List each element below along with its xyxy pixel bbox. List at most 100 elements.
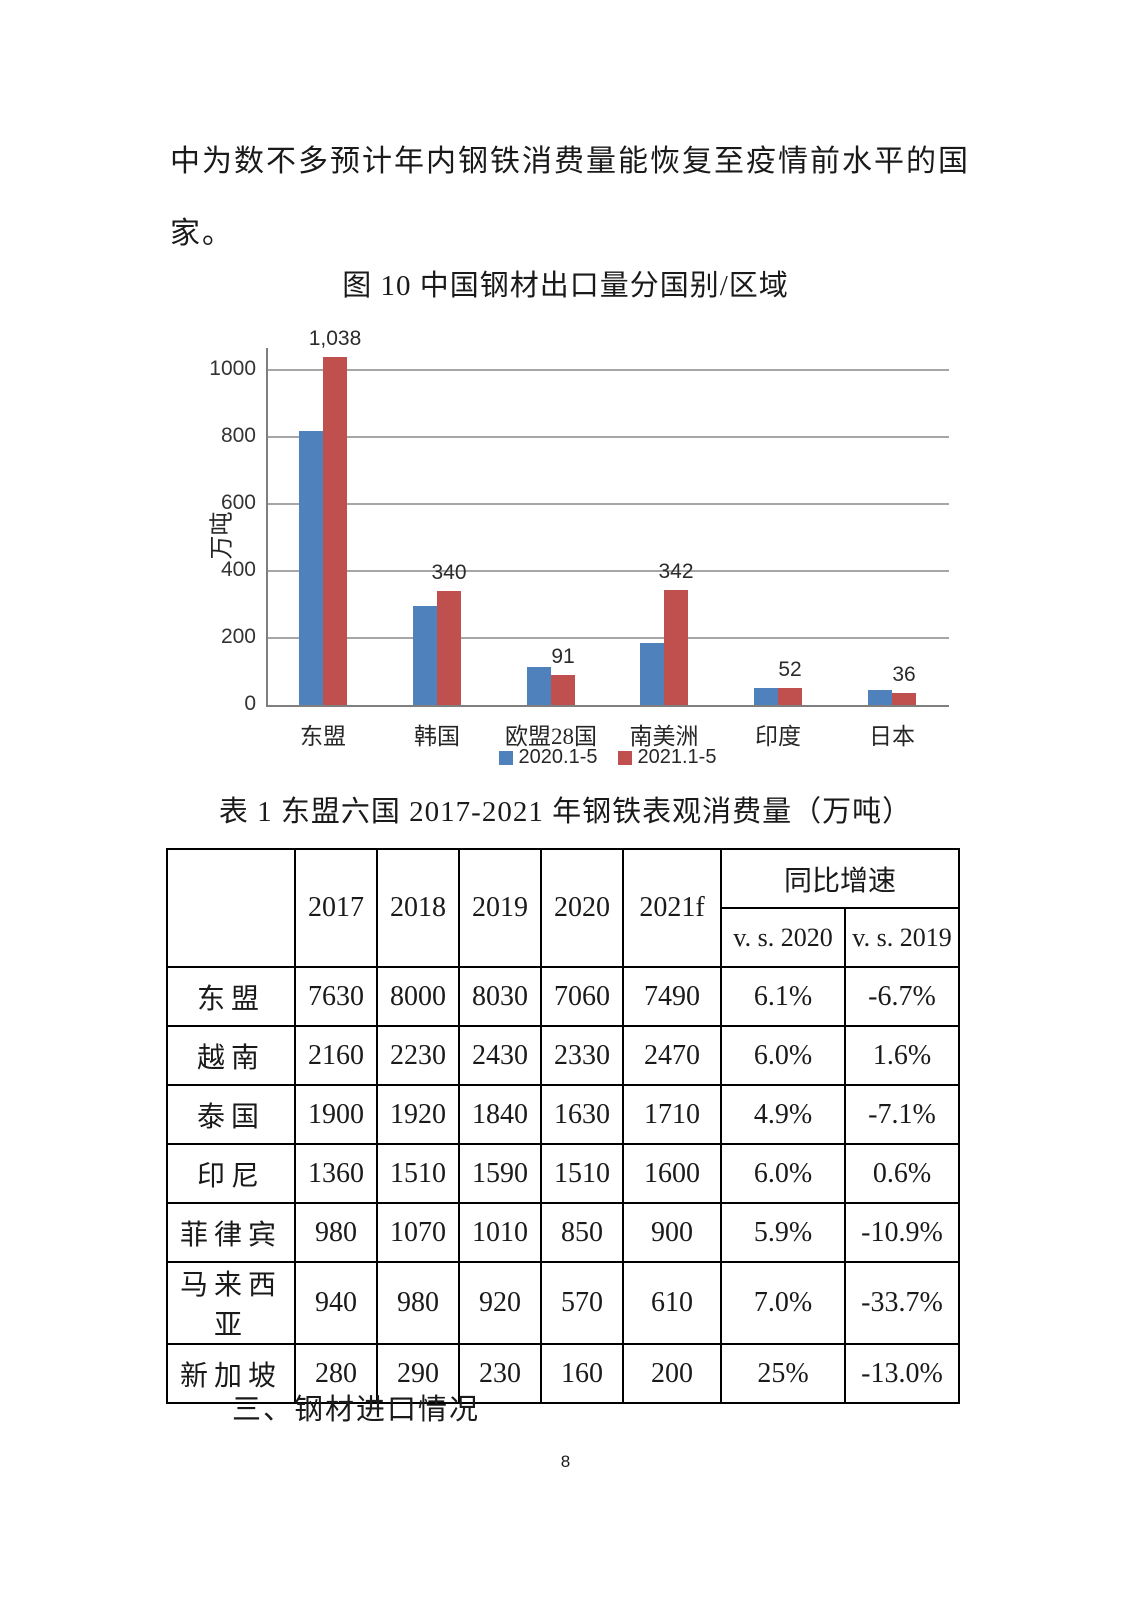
bar-2020.1-5-印度 bbox=[754, 688, 778, 705]
table-cell: -7.1% bbox=[844, 1084, 960, 1145]
table-cell: 1840 bbox=[458, 1084, 542, 1145]
gridline-600 bbox=[266, 503, 949, 505]
table-cell: 2160 bbox=[294, 1025, 378, 1086]
table-cell: 2470 bbox=[622, 1025, 722, 1086]
table-cell: 8030 bbox=[458, 966, 542, 1027]
legend-label: 2021.1-5 bbox=[637, 746, 717, 768]
x-category-label: 韩国 bbox=[414, 724, 460, 749]
x-category-label: 南美洲 bbox=[629, 724, 699, 749]
table-cell: 1360 bbox=[294, 1143, 378, 1204]
bar-value-label: 342 bbox=[658, 560, 694, 583]
legend-swatch bbox=[498, 750, 513, 765]
year-header: 2019 bbox=[458, 848, 542, 968]
bar-value-label: 340 bbox=[431, 561, 467, 584]
table-cell: 7060 bbox=[540, 966, 624, 1027]
year-header: 2020 bbox=[540, 848, 624, 968]
y-tick-label: 0 bbox=[244, 692, 256, 715]
consumption-table: 2017 2018 2019 2020 2021f 同比增速 v. s. 2020 v. s.… bbox=[166, 848, 960, 1404]
table-row: 新加坡 280 290 230 160 200 25% -13.0% bbox=[166, 1343, 960, 1404]
bar-2020.1-5-南美洲 bbox=[640, 643, 664, 705]
year-header: 2018 bbox=[376, 848, 460, 968]
table-body: 东盟 7630 8000 8030 7060 7490 6.1% -6.7% 越南 2160 223… bbox=[166, 966, 960, 1404]
table-cell: 280 bbox=[294, 1343, 378, 1404]
bar-value-label: 91 bbox=[551, 645, 575, 668]
row-label: 印尼 bbox=[166, 1143, 296, 1204]
table-cell: 1710 bbox=[622, 1084, 722, 1145]
table-cell: 1070 bbox=[376, 1202, 460, 1263]
table-cell: 290 bbox=[376, 1343, 460, 1404]
bar-2021.1-5-欧盟28国 bbox=[551, 675, 575, 705]
table-cell: 610 bbox=[622, 1261, 722, 1345]
table-cell: -10.9% bbox=[844, 1202, 960, 1263]
gridline-200 bbox=[266, 637, 949, 639]
table-cell: 7490 bbox=[622, 966, 722, 1027]
y-tick-label: 200 bbox=[220, 625, 256, 648]
table-cell: -33.7% bbox=[844, 1261, 960, 1345]
legend-item: 2020.1-5 bbox=[498, 746, 598, 769]
section-heading: 三、钢材进口情况 bbox=[232, 1394, 481, 1426]
paragraph-line-2: 家。 bbox=[170, 217, 234, 250]
column-chart: 万吨 2020.1-5 2021.1-5 0 200 400 600 800 1000 1,0… bbox=[188, 318, 1003, 780]
y-axis-line bbox=[266, 348, 268, 705]
bar-2020.1-5-欧盟28国 bbox=[527, 667, 551, 705]
bar-2021.1-5-印度 bbox=[778, 688, 802, 705]
table-cell: 6.0% bbox=[720, 1025, 846, 1086]
bar-2021.1-5-东盟 bbox=[323, 357, 347, 705]
table-cell: 6.0% bbox=[720, 1143, 846, 1204]
y-tick-label: 800 bbox=[220, 424, 256, 447]
legend-item: 2021.1-5 bbox=[617, 746, 717, 769]
row-label: 菲律宾 bbox=[166, 1202, 296, 1263]
bar-value-label: 1,038 bbox=[308, 327, 362, 350]
page-number: 8 bbox=[560, 1452, 571, 1471]
table-cell: 900 bbox=[622, 1202, 722, 1263]
bar-2021.1-5-南美洲 bbox=[664, 590, 688, 705]
table-head: 2017 2018 2019 2020 2021f 同比增速 v. s. 2020 v. s.… bbox=[166, 848, 960, 968]
x-category-label: 印度 bbox=[755, 724, 801, 749]
table-cell: 980 bbox=[294, 1202, 378, 1263]
y-tick-label: 400 bbox=[220, 558, 256, 581]
table-corner-cell bbox=[166, 848, 296, 968]
bar-2021.1-5-韩国 bbox=[437, 591, 461, 705]
table-cell: 1600 bbox=[622, 1143, 722, 1204]
row-label: 马来西亚 bbox=[166, 1261, 296, 1345]
bar-2020.1-5-日本 bbox=[868, 690, 892, 705]
y-tick-label: 1000 bbox=[209, 357, 256, 380]
figure-title: 图 10 中国钢材出口量分国别/区域 bbox=[342, 270, 789, 302]
bar-value-label: 52 bbox=[778, 658, 802, 681]
table-cell: 230 bbox=[458, 1343, 542, 1404]
year-header: 2017 bbox=[294, 848, 378, 968]
year-header: 2021f bbox=[622, 848, 722, 968]
table-cell: 2430 bbox=[458, 1025, 542, 1086]
legend-swatch bbox=[617, 750, 632, 765]
table-cell: 1590 bbox=[458, 1143, 542, 1204]
bar-2020.1-5-韩国 bbox=[413, 606, 437, 705]
table-cell: 7630 bbox=[294, 966, 378, 1027]
x-category-label: 日本 bbox=[869, 724, 915, 749]
table-cell: 850 bbox=[540, 1202, 624, 1263]
table-cell: 8000 bbox=[376, 966, 460, 1027]
table-cell: 1010 bbox=[458, 1202, 542, 1263]
table-cell: 1900 bbox=[294, 1084, 378, 1145]
bar-2020.1-5-东盟 bbox=[299, 431, 323, 705]
chart-legend: 2020.1-5 2021.1-5 bbox=[266, 746, 949, 769]
table-cell: 2330 bbox=[540, 1025, 624, 1086]
table-cell: 25% bbox=[720, 1343, 846, 1404]
table-cell: 0.6% bbox=[844, 1143, 960, 1204]
table-cell: 160 bbox=[540, 1343, 624, 1404]
table-cell: 6.1% bbox=[720, 966, 846, 1027]
table-row: 泰国 1900 1920 1840 1630 1710 4.9% -7.1% bbox=[166, 1084, 960, 1145]
table-cell: 1510 bbox=[376, 1143, 460, 1204]
growth-header: 同比增速 bbox=[720, 848, 960, 909]
table-cell: -13.0% bbox=[844, 1343, 960, 1404]
growth-subheader: v. s. 2020 bbox=[720, 907, 846, 968]
table-cell: 4.9% bbox=[720, 1084, 846, 1145]
table-cell: 980 bbox=[376, 1261, 460, 1345]
table-row: 菲律宾 980 1070 1010 850 900 5.9% -10.9% bbox=[166, 1202, 960, 1263]
table-cell: 1.6% bbox=[844, 1025, 960, 1086]
table-cell: 5.9% bbox=[720, 1202, 846, 1263]
row-label: 越南 bbox=[166, 1025, 296, 1086]
gridline-400 bbox=[266, 570, 949, 572]
table-cell: -6.7% bbox=[844, 966, 960, 1027]
table-cell: 1920 bbox=[376, 1084, 460, 1145]
